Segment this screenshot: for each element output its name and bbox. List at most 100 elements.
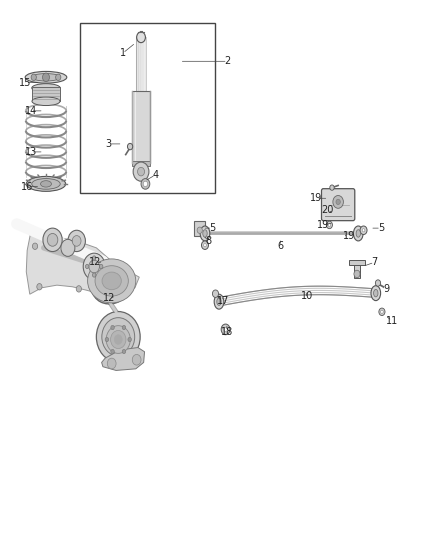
Ellipse shape <box>97 269 127 298</box>
Ellipse shape <box>114 335 122 344</box>
Text: 19: 19 <box>310 193 322 203</box>
Ellipse shape <box>102 318 135 356</box>
Text: 19: 19 <box>343 231 355 240</box>
Circle shape <box>137 32 145 43</box>
Ellipse shape <box>374 289 378 297</box>
Circle shape <box>92 256 96 260</box>
Ellipse shape <box>106 326 131 353</box>
Circle shape <box>122 325 126 329</box>
Circle shape <box>61 239 75 256</box>
Circle shape <box>221 324 230 335</box>
Circle shape <box>330 185 334 190</box>
Polygon shape <box>26 232 139 296</box>
Circle shape <box>379 308 385 316</box>
Circle shape <box>89 260 99 273</box>
Circle shape <box>56 74 61 80</box>
Text: 3: 3 <box>106 139 112 149</box>
Ellipse shape <box>217 298 221 305</box>
Bar <box>194 221 205 236</box>
Circle shape <box>42 73 49 82</box>
Ellipse shape <box>26 176 66 191</box>
Circle shape <box>381 310 383 313</box>
Circle shape <box>111 325 114 329</box>
Circle shape <box>336 199 340 205</box>
Circle shape <box>85 264 89 269</box>
Circle shape <box>128 337 131 342</box>
Ellipse shape <box>356 230 360 237</box>
Ellipse shape <box>91 263 132 304</box>
Ellipse shape <box>200 226 210 241</box>
Circle shape <box>72 236 81 246</box>
Text: 8: 8 <box>205 236 212 246</box>
Bar <box>80 23 215 193</box>
Text: 1: 1 <box>120 49 126 58</box>
Circle shape <box>83 253 105 280</box>
Circle shape <box>99 264 103 269</box>
Circle shape <box>37 284 42 290</box>
Circle shape <box>76 286 81 292</box>
Text: 11: 11 <box>386 316 398 326</box>
Text: 14: 14 <box>25 106 37 116</box>
Circle shape <box>31 74 36 80</box>
Ellipse shape <box>95 265 128 296</box>
Ellipse shape <box>96 311 140 362</box>
Bar <box>32 87 60 101</box>
Text: 12: 12 <box>89 257 102 267</box>
Text: 20: 20 <box>321 205 334 215</box>
Circle shape <box>328 223 331 227</box>
Text: 7: 7 <box>371 257 378 267</box>
Text: 15: 15 <box>19 78 32 87</box>
Circle shape <box>326 221 332 229</box>
Text: 18: 18 <box>221 327 233 336</box>
Text: 16: 16 <box>21 182 33 191</box>
Ellipse shape <box>32 97 60 106</box>
Text: 9: 9 <box>383 284 389 294</box>
Circle shape <box>375 280 381 286</box>
Circle shape <box>43 228 62 252</box>
Polygon shape <box>102 348 145 370</box>
Circle shape <box>197 227 202 233</box>
Text: 19: 19 <box>317 220 329 230</box>
Ellipse shape <box>203 230 207 237</box>
Circle shape <box>127 143 133 150</box>
Ellipse shape <box>40 181 52 187</box>
Ellipse shape <box>88 259 136 303</box>
Circle shape <box>141 179 150 189</box>
Circle shape <box>132 354 141 365</box>
Circle shape <box>105 337 109 342</box>
Text: 4: 4 <box>152 170 159 180</box>
Ellipse shape <box>32 74 60 81</box>
Circle shape <box>212 290 219 297</box>
Circle shape <box>133 162 149 181</box>
Circle shape <box>68 230 85 252</box>
Ellipse shape <box>102 273 121 294</box>
Ellipse shape <box>371 286 381 301</box>
Circle shape <box>362 229 365 232</box>
Circle shape <box>224 327 227 332</box>
Text: 13: 13 <box>25 147 37 157</box>
Circle shape <box>111 350 114 354</box>
Circle shape <box>204 244 206 247</box>
Circle shape <box>32 243 38 249</box>
Ellipse shape <box>102 272 121 290</box>
Ellipse shape <box>25 71 67 83</box>
Bar <box>136 37 146 96</box>
Circle shape <box>360 226 367 235</box>
Circle shape <box>107 358 116 369</box>
Text: 5: 5 <box>209 223 215 233</box>
Ellipse shape <box>110 330 126 349</box>
Ellipse shape <box>214 294 224 309</box>
Text: 5: 5 <box>378 223 384 233</box>
Circle shape <box>47 233 58 246</box>
Bar <box>349 260 365 265</box>
Text: 6: 6 <box>277 241 283 251</box>
Text: 2: 2 <box>225 56 231 66</box>
Circle shape <box>143 181 148 187</box>
Ellipse shape <box>353 226 363 241</box>
Circle shape <box>138 167 145 176</box>
Circle shape <box>201 241 208 249</box>
Text: 10: 10 <box>300 291 313 301</box>
Ellipse shape <box>32 179 60 189</box>
FancyBboxPatch shape <box>321 189 355 221</box>
Ellipse shape <box>32 84 60 92</box>
